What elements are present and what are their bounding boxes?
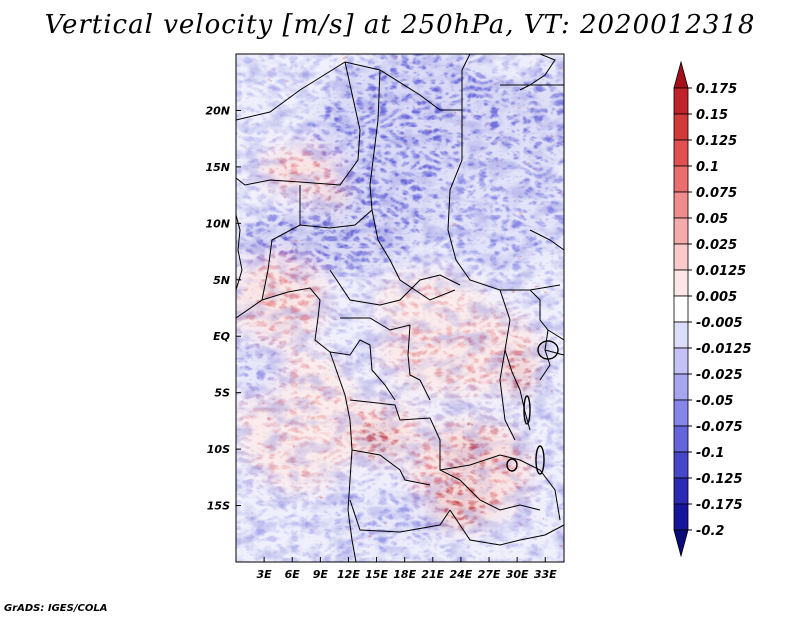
colorbar: 0.175 0.15 0.125 0.1 0.075 0.05 0.025 0.0125 0.0…: [673, 60, 752, 558]
footer-credit: GrADS: IGES/COLA: [4, 603, 108, 614]
lat-tick-label: 15S: [207, 500, 230, 513]
lat-tick-label: 5N: [213, 274, 230, 287]
colorbar-label: -0.0125: [696, 342, 752, 357]
colorbar-swatch: [673, 139, 689, 167]
map-title: Vertical velocity [m/s] at 250hPa, VT: 2…: [44, 10, 756, 40]
colorbar-label: 0.05: [696, 212, 728, 227]
colorbar-swatch: [673, 165, 689, 193]
lon-tick-label: 21E: [421, 568, 444, 581]
colorbar-swatch: [673, 425, 689, 453]
colorbar-swatch: [673, 373, 689, 401]
colorbar-swatch: [673, 269, 689, 297]
lon-tick-label: 27E: [478, 568, 501, 581]
lon-tick-label: 9E: [313, 568, 329, 581]
colorbar-swatch: [673, 60, 689, 89]
colorbar-swatch: [673, 347, 689, 375]
colorbar-label: 0.075: [696, 186, 737, 201]
colorbar-label: 0.15: [696, 108, 728, 123]
colorbar-swatch: [673, 529, 689, 558]
colorbar-swatch: [673, 477, 689, 505]
lat-tick-label: 10N: [205, 217, 230, 230]
lon-tick-label: 3E: [257, 568, 273, 581]
lon-tick-label: 15E: [365, 568, 388, 581]
colorbar-label: -0.05: [696, 394, 733, 409]
colorbar-label: 0.0125: [696, 264, 746, 279]
longitude-axis: 3E 6E 9E 12E 15E 18E 21E 24E 27E 30E 33E: [257, 557, 557, 581]
colorbar-swatch: [673, 87, 689, 115]
lon-tick-label: 33E: [534, 568, 557, 581]
colorbar-swatch: [673, 113, 689, 141]
colorbar-swatch: [673, 295, 689, 323]
colorbar-swatch: [673, 217, 689, 245]
colorbar-label: -0.125: [696, 472, 743, 487]
colorbar-label: -0.175: [696, 498, 743, 513]
latitude-axis: 20N 15N 10N 5N EQ 5S 10S 15S: [205, 104, 241, 513]
colorbar-swatch: [673, 503, 689, 531]
colorbar-label: -0.1: [696, 446, 724, 461]
colorbar-label: 0.125: [696, 134, 737, 149]
lat-tick-label: 15N: [205, 161, 230, 174]
colorbar-label: 0.1: [696, 160, 719, 175]
velocity-field: [236, 54, 564, 562]
colorbar-label: -0.005: [696, 316, 743, 331]
colorbar-swatch: [673, 399, 689, 427]
colorbar-label: 0.175: [696, 82, 737, 97]
colorbar-swatch: [673, 191, 689, 219]
colorbar-swatch: [673, 321, 689, 349]
colorbar-label: -0.2: [696, 524, 724, 539]
lat-tick-label: 5S: [214, 387, 230, 400]
colorbar-label: 0.025: [696, 238, 737, 253]
lat-tick-label: EQ: [213, 330, 230, 343]
country-borders: [236, 54, 564, 562]
colorbar-label: -0.075: [696, 420, 743, 435]
colorbar-swatch: [673, 451, 689, 479]
lon-tick-label: 12E: [337, 568, 360, 581]
map-frame: [235, 53, 565, 563]
lon-tick-label: 24E: [450, 568, 473, 581]
colorbar-label: 0.005: [696, 290, 737, 305]
colorbar-swatch: [673, 243, 689, 271]
lat-tick-label: 10S: [207, 443, 230, 456]
lon-tick-label: 30E: [506, 568, 529, 581]
lon-tick-label: 6E: [285, 568, 301, 581]
lat-tick-label: 20N: [205, 104, 230, 117]
lon-tick-label: 18E: [393, 568, 416, 581]
colorbar-label: -0.025: [696, 368, 743, 383]
